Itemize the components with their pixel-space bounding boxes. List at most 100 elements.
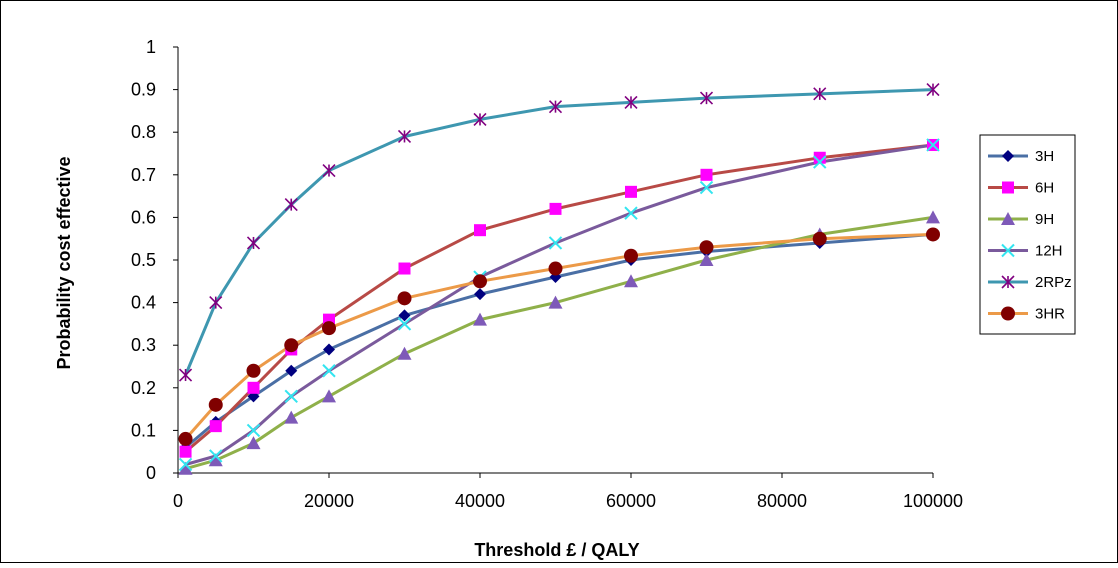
data-point-12h bbox=[209, 449, 223, 463]
legend-label: 12H bbox=[1035, 243, 1063, 260]
data-point-12h bbox=[178, 457, 193, 472]
x-tick-label: 0 bbox=[173, 491, 183, 511]
data-point-3hr bbox=[926, 227, 940, 242]
data-point-12h bbox=[322, 364, 336, 378]
y-tick-label: 0.2 bbox=[131, 378, 156, 398]
data-point-2rpz bbox=[473, 112, 487, 126]
data-point-2rpz bbox=[209, 296, 223, 310]
x-marker-stroke bbox=[926, 138, 940, 152]
series-line-3h bbox=[184, 232, 934, 449]
legend-swatch-marker bbox=[1002, 181, 1014, 194]
data-point-12h bbox=[813, 155, 827, 169]
data-point-6h bbox=[179, 445, 192, 458]
data-point-3hr bbox=[548, 261, 563, 276]
legend-label: 9H bbox=[1035, 211, 1054, 228]
x-tick-label: 60000 bbox=[606, 491, 656, 511]
data-point-6h bbox=[813, 151, 826, 164]
legend-swatch-marker bbox=[1001, 243, 1015, 258]
legend-label: 3H bbox=[1035, 148, 1054, 165]
data-point-12h bbox=[397, 317, 412, 331]
data-point-6h bbox=[700, 168, 713, 181]
y-tick-label: 0.8 bbox=[131, 122, 156, 142]
legend-label: 6H bbox=[1035, 180, 1054, 197]
legend-swatch-marker bbox=[1002, 150, 1014, 162]
data-point-12h bbox=[699, 180, 714, 195]
data-point-9h bbox=[473, 312, 487, 326]
y-axis-title: Probability cost effective bbox=[54, 156, 74, 369]
data-point-2rpz bbox=[284, 198, 298, 212]
y-tick-label: 0.3 bbox=[131, 335, 156, 355]
legend-box bbox=[979, 134, 1076, 335]
data-point-2rpz bbox=[624, 95, 638, 109]
series-line-9h bbox=[185, 215, 934, 471]
data-point-9h bbox=[926, 210, 940, 224]
data-point-2rpz bbox=[397, 129, 412, 144]
data-point-3hr bbox=[397, 291, 412, 306]
data-point-12h bbox=[926, 138, 940, 152]
legend-swatch-marker bbox=[1001, 275, 1015, 289]
legend-swatch-marker bbox=[1001, 306, 1015, 321]
data-point-9h bbox=[548, 295, 563, 309]
x-marker-stroke bbox=[813, 155, 827, 169]
data-point-2rpz bbox=[322, 163, 336, 178]
y-tick-label: 0.5 bbox=[131, 250, 156, 270]
data-point-3hr bbox=[246, 363, 261, 378]
legend-label: 2RPz bbox=[1035, 274, 1072, 291]
x-marker-stroke bbox=[284, 389, 298, 404]
data-point-12h bbox=[284, 389, 298, 404]
x-marker-stroke bbox=[699, 180, 714, 195]
data-point-6h bbox=[625, 185, 637, 198]
data-point-9h bbox=[284, 410, 299, 424]
legend-entry-3hr: 3HR bbox=[988, 306, 1065, 323]
series-line-3hr bbox=[184, 232, 934, 440]
x-marker-stroke bbox=[178, 457, 193, 472]
data-point-12h bbox=[246, 423, 261, 438]
series-line-6h bbox=[184, 143, 934, 453]
data-point-3hr bbox=[812, 231, 827, 246]
x-axis-title: Threshold £ / QALY bbox=[474, 540, 639, 560]
data-point-9h bbox=[624, 274, 638, 288]
data-point-2rpz bbox=[548, 100, 563, 114]
data-point-2rpz bbox=[178, 368, 193, 382]
y-tick-label: 0.1 bbox=[131, 420, 156, 440]
legend-label: 3HR bbox=[1035, 306, 1065, 323]
data-point-12h bbox=[624, 206, 638, 220]
legend-swatch-marker bbox=[1001, 212, 1015, 225]
data-point-6h bbox=[474, 224, 486, 237]
x-tick-label: 20000 bbox=[304, 491, 354, 511]
data-point-6h bbox=[549, 202, 562, 215]
legend-entry-12h: 12H bbox=[988, 243, 1063, 260]
data-point-9h bbox=[699, 253, 714, 266]
data-point-12h bbox=[548, 236, 563, 250]
y-tick-label: 0.9 bbox=[131, 80, 156, 100]
x-tick-label: 80000 bbox=[757, 491, 807, 511]
data-point-9h bbox=[397, 346, 412, 360]
data-point-3hr bbox=[624, 248, 638, 263]
y-tick-label: 0.6 bbox=[131, 207, 156, 227]
data-point-9h bbox=[208, 453, 223, 467]
data-point-3h bbox=[474, 288, 486, 301]
x-marker-stroke bbox=[397, 317, 412, 331]
data-point-3h bbox=[285, 364, 298, 377]
data-point-3hr bbox=[699, 240, 714, 255]
x-marker-stroke bbox=[246, 423, 261, 438]
data-point-3hr bbox=[208, 397, 223, 412]
data-point-9h bbox=[322, 389, 336, 403]
data-point-3h bbox=[398, 309, 411, 322]
data-point-3h bbox=[323, 343, 335, 356]
y-tick-label: 0.4 bbox=[131, 293, 156, 313]
data-point-2rpz bbox=[926, 83, 940, 97]
data-point-6h bbox=[209, 420, 222, 433]
data-point-3hr bbox=[284, 338, 299, 353]
x-marker-stroke bbox=[548, 236, 563, 250]
y-tick-label: 0.7 bbox=[131, 165, 156, 185]
x-tick-label: 40000 bbox=[455, 491, 505, 511]
series-line-12h bbox=[185, 143, 934, 466]
data-point-3hr bbox=[322, 321, 336, 336]
data-point-9h bbox=[246, 436, 261, 450]
legend: 3H 6H 9H 12H 2RPz 3HR bbox=[979, 134, 1076, 335]
legend-entry-9h: 9H bbox=[988, 211, 1054, 228]
